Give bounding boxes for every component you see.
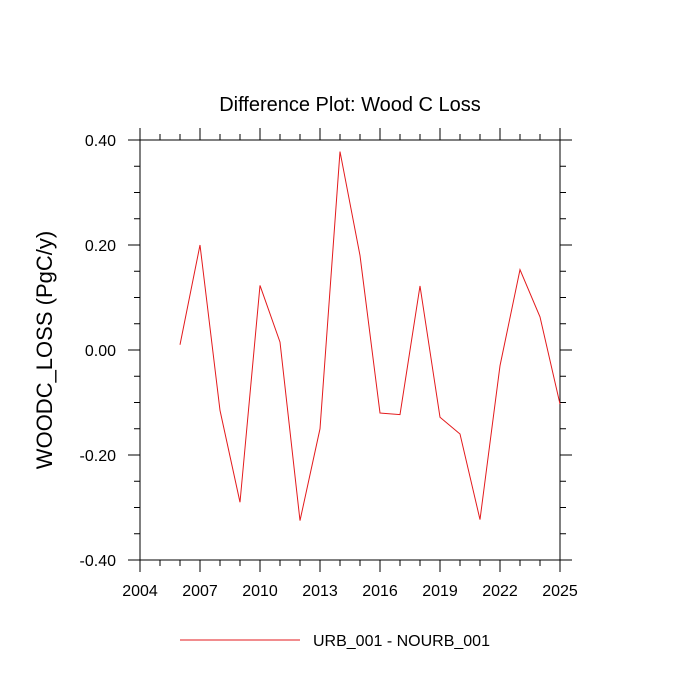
series-line-0 [179,151,561,521]
x-tick-label: 2016 [362,583,398,600]
x-tick-label: 2010 [242,583,278,600]
y-axis-label: WOODC_LOSS (PgC/y) [32,231,57,469]
y-tick-label: -0.20 [80,448,117,465]
y-tick-label: -0.40 [80,553,117,570]
legend: URB_001 - NOURB_001 [180,633,490,650]
x-tick-label: 2022 [482,583,518,600]
x-tick-label: 2004 [122,583,158,600]
series-layer [179,151,561,521]
x-tick-label: 2025 [542,583,578,600]
chart-title: Difference Plot: Wood C Loss [219,94,481,116]
y-tick-label: 0.20 [85,238,116,255]
y-tick-label: 0.00 [85,343,116,360]
legend-label: URB_001 - NOURB_001 [313,633,490,650]
axis-tick-labels: 2004 2007 2010 2013 2016 2019 2022 2025 -0.40 -0.… [80,133,578,600]
axis-ticks [128,128,572,572]
x-tick-label: 2007 [182,583,218,600]
y-tick-label: 0.40 [85,133,116,150]
x-tick-label: 2013 [302,583,338,600]
x-tick-label: 2019 [422,583,458,600]
